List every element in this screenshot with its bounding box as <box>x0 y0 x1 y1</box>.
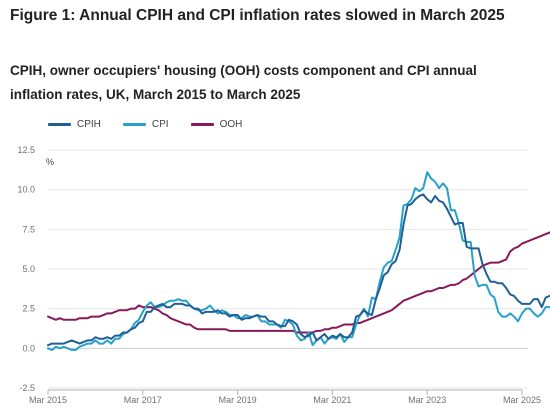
x-tick-label: Mar 2017 <box>124 395 162 405</box>
legend-item-ooh: OOH <box>190 118 243 130</box>
series-line-cpih <box>47 193 550 347</box>
x-tick-label: Mar 2021 <box>313 395 351 405</box>
x-tick-label: Mar 2015 <box>29 395 67 405</box>
legend-item-cpih: CPIH <box>48 119 101 130</box>
y-tick-label: 0.0 <box>22 343 35 353</box>
y-tick-label: -2.5 <box>19 383 35 393</box>
y-tick-label: 12.5 <box>17 145 35 155</box>
x-axis: Mar 2015 Mar 2017 Mar 2019 Mar 2021 Mar 2023… <box>29 389 541 405</box>
x-tick-label: Mar 2025 <box>503 395 541 405</box>
legend-label-cpi: CPI <box>151 118 169 130</box>
legend-swatch-cpi <box>122 122 146 126</box>
legend-swatch-cpih <box>48 122 71 126</box>
x-tick-label: Mar 2019 <box>219 395 257 405</box>
legend-swatch-ooh <box>190 122 214 126</box>
y-axis-unit-label: % <box>46 157 54 167</box>
y-tick-label: 10.0 <box>17 185 35 195</box>
series-line-cpi <box>47 171 550 351</box>
y-tick-label: 5.0 <box>22 264 35 274</box>
y-tick-label: 2.5 <box>22 304 35 314</box>
x-tick-label: Mar 2023 <box>408 395 446 405</box>
legend: CPIH CPI OOH <box>48 117 264 131</box>
chart-title: Figure 1: Annual CPIH and CPI inflation … <box>10 7 505 24</box>
gridlines <box>48 149 528 389</box>
chart-subtitle: CPIH, owner occupiers' housing (OOH) cos… <box>10 63 477 102</box>
series-lines <box>47 171 550 351</box>
y-tick-label: 7.5 <box>22 224 35 234</box>
legend-item-cpi: CPI <box>122 118 169 130</box>
y-axis-tick-labels: -2.5 0.0 2.5 5.0 7.5 10.0 12.5 <box>17 145 35 393</box>
legend-label-ooh: OOH <box>219 118 243 130</box>
legend-label-cpih: CPIH <box>77 118 101 130</box>
